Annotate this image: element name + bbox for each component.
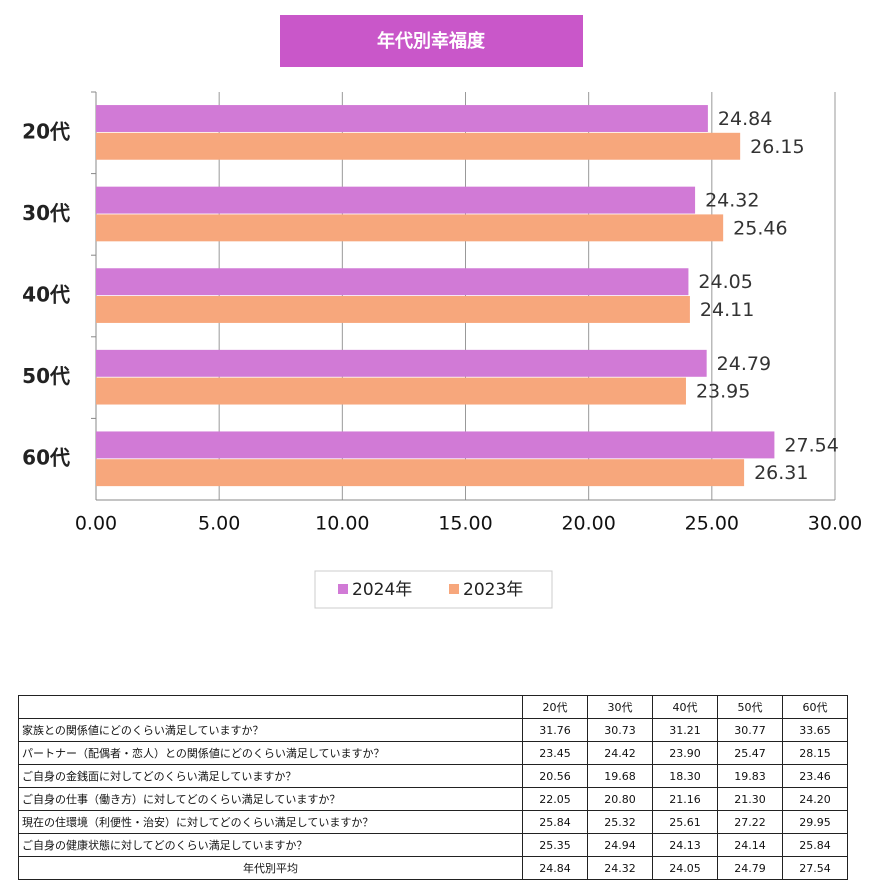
header-cell: 40代: [652, 695, 718, 719]
table-row: ご自身の健康状態に対してどのくらい満足していますか？ 25.35 24.94 24.1…: [18, 833, 848, 857]
value-cell: 19.68: [587, 764, 653, 788]
x-tick-label: 10.00: [315, 513, 369, 535]
value-cell: 21.16: [652, 787, 718, 811]
value-cell: 24.32: [587, 856, 653, 880]
row-label: ご自身の健康状態に対してどのくらい満足していますか？: [18, 833, 523, 857]
value-cell: 25.61: [652, 810, 718, 834]
value-cell: 20.80: [587, 787, 653, 811]
legend-marker: [338, 584, 348, 594]
data-label: 24.79: [717, 353, 771, 375]
row-label: ご自身の仕事（働き方）に対してどのくらい満足していますか？: [18, 787, 523, 811]
value-cell: 25.84: [782, 833, 848, 857]
value-cell: 24.14: [717, 833, 783, 857]
data-label: 24.84: [718, 108, 772, 130]
y-tick-label: 30代: [22, 201, 70, 225]
header-cell: 60代: [782, 695, 848, 719]
value-cell: 24.84: [522, 856, 588, 880]
x-tick-label: 0.00: [75, 513, 117, 535]
value-cell: 24.79: [717, 856, 783, 880]
bar: [96, 377, 686, 405]
value-cell: 29.95: [782, 810, 848, 834]
value-cell: 24.05: [652, 856, 718, 880]
table-row: 家族との関係値にどのくらい満足していますか？ 31.76 30.73 31.21 30.…: [18, 718, 848, 742]
value-cell: 31.21: [652, 718, 718, 742]
value-cell: 25.32: [587, 810, 653, 834]
value-cell: 23.46: [782, 764, 848, 788]
chart-title: 年代別幸福度: [377, 30, 486, 52]
data-label: 25.46: [733, 217, 787, 239]
table-row: パートナー（配偶者・恋人）との関係値にどのくらい満足していますか？ 23.45 24…: [18, 741, 848, 765]
data-label: 26.15: [750, 136, 804, 158]
x-tick-label: 15.00: [438, 513, 492, 535]
bar: [96, 268, 689, 296]
table-row: 年代別平均 24.84 24.32 24.05 24.79 27.54: [18, 856, 848, 880]
bar: [96, 459, 745, 487]
table-row: 現在の住環境（利便性・治安）に対してどのくらい満足していますか？ 25.84 25.…: [18, 810, 848, 834]
legend-label: 2023年: [463, 580, 523, 600]
value-cell: 30.73: [587, 718, 653, 742]
value-cell: 28.15: [782, 741, 848, 765]
data-label: 24.05: [698, 271, 752, 293]
bar: [96, 186, 696, 214]
value-cell: 19.83: [717, 764, 783, 788]
table-row: ご自身の金銭面に対してどのくらい満足していますか？ 20.56 19.68 18.30…: [18, 764, 848, 788]
value-cell: 23.90: [652, 741, 718, 765]
title-box: [280, 15, 583, 67]
row-label: 現在の住環境（利便性・治安）に対してどのくらい満足していますか？: [18, 810, 523, 834]
value-cell: 25.35: [522, 833, 588, 857]
data-label: 24.11: [700, 299, 754, 321]
x-tick-label: 30.00: [808, 513, 862, 535]
header-cell: 20代: [522, 695, 588, 719]
value-cell: 22.05: [522, 787, 588, 811]
x-tick-label: 25.00: [685, 513, 739, 535]
legend-box: [314, 570, 553, 609]
legend-marker: [449, 584, 459, 594]
bar: [96, 431, 775, 459]
data-label: 24.32: [705, 190, 759, 212]
bar: [96, 296, 690, 323]
bar: [96, 349, 707, 377]
data-label: 23.95: [696, 381, 750, 403]
row-label: ご自身の金銭面に対してどのくらい満足していますか？: [18, 764, 523, 788]
header-row: 20代 30代 40代 50代 60代: [18, 695, 848, 719]
header-cell: [18, 695, 523, 719]
value-cell: 24.94: [587, 833, 653, 857]
bar: [96, 214, 724, 242]
value-cell: 24.13: [652, 833, 718, 857]
table-row: ご自身の仕事（働き方）に対してどのくらい満足していますか？ 22.05 20.80 2…: [18, 787, 848, 811]
value-cell: 31.76: [522, 718, 588, 742]
value-cell: 25.47: [717, 741, 783, 765]
y-tick-label: 20代: [22, 119, 70, 143]
bar: [96, 132, 741, 160]
value-cell: 24.20: [782, 787, 848, 811]
x-tick-label: 5.00: [198, 513, 240, 535]
header-cell: 50代: [717, 695, 783, 719]
value-cell: 27.54: [782, 856, 848, 880]
value-cell: 30.77: [717, 718, 783, 742]
value-cell: 25.84: [522, 810, 588, 834]
value-cell: 18.30: [652, 764, 718, 788]
value-cell: 23.45: [522, 741, 588, 765]
value-cell: 21.30: [717, 787, 783, 811]
header-cell: 30代: [587, 695, 653, 719]
value-cell: 27.22: [717, 810, 783, 834]
data-table: 20代 30代 40代 50代 60代 家族との関係値にどのくらい満足していますか？ 31.…: [18, 695, 848, 880]
y-tick-label: 50代: [22, 364, 70, 388]
value-cell: 24.42: [587, 741, 653, 765]
value-cell: 20.56: [522, 764, 588, 788]
data-label: 26.31: [754, 462, 808, 484]
row-label: パートナー（配偶者・恋人）との関係値にどのくらい満足していますか？: [18, 741, 523, 765]
data-label: 27.54: [784, 434, 838, 456]
x-tick-label: 20.00: [561, 513, 615, 535]
legend-label: 2024年: [352, 580, 412, 600]
chart: 年代別幸福度 0.00 5.00 10.00 15.00 20.00 25.00 30.00…: [22, 15, 862, 609]
row-label: 家族との関係値にどのくらい満足していますか？: [18, 718, 523, 742]
bar: [96, 105, 708, 132]
y-tick-label: 60代: [22, 446, 70, 470]
value-cell: 33.65: [782, 718, 848, 742]
y-tick-label: 40代: [22, 283, 70, 307]
row-label: 年代別平均: [18, 856, 523, 880]
